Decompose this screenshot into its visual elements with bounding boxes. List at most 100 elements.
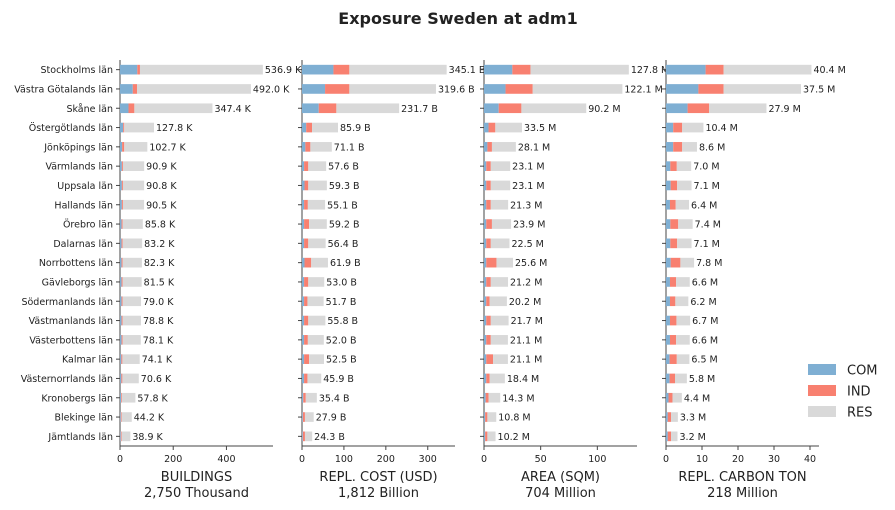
data-label: 6.2 M [690, 297, 716, 308]
bar-res [676, 354, 690, 364]
data-label: 7.1 M [694, 239, 720, 250]
bar-ind [670, 180, 678, 191]
data-label: 85.9 B [340, 123, 371, 134]
legend-label: RES [847, 406, 873, 421]
bar-com [120, 277, 122, 287]
bar-ind [121, 373, 123, 384]
bar-ind [305, 142, 311, 152]
legend-swatch-ind [808, 385, 836, 396]
bar-com [484, 315, 487, 326]
bar-com [302, 392, 304, 403]
bar-res [678, 219, 693, 229]
x-tick-label: 20 [732, 454, 744, 465]
category-label: Östergötlands län [29, 123, 113, 134]
bar-res [675, 296, 689, 307]
bar-ind [304, 296, 308, 307]
bar-ind [485, 412, 488, 422]
bar-com [484, 431, 486, 442]
bar-ind [121, 257, 123, 268]
bar-res [682, 122, 704, 133]
bar-ind [669, 354, 677, 364]
bar-com [666, 142, 674, 152]
bar-ind [333, 64, 350, 75]
data-label: 22.5 M [512, 239, 544, 250]
bar-com [484, 180, 487, 191]
data-label: 53.0 B [326, 277, 357, 288]
bar-res [723, 84, 801, 94]
bar-ind [304, 354, 310, 364]
bar-ind [304, 161, 309, 171]
bar-com [302, 122, 307, 133]
bar-res [677, 238, 692, 249]
bar-res [122, 257, 142, 268]
category-label: Kalmar län [62, 355, 113, 366]
bar-ind [486, 238, 491, 249]
bar-ind [486, 315, 491, 326]
bar-com [484, 296, 487, 307]
data-label: 7.0 M [693, 162, 719, 173]
bar-res [680, 257, 695, 268]
bar-res [122, 373, 139, 384]
bar-ind [505, 84, 533, 94]
x-tick-label: 0 [299, 454, 305, 465]
bar-ind [121, 354, 123, 364]
bar-res [709, 103, 767, 114]
data-label: 18.4 M [507, 374, 539, 385]
bar-res [676, 315, 691, 326]
bar-ind [302, 412, 305, 422]
bar-res [723, 64, 812, 75]
bar-com [120, 392, 122, 403]
data-label: 37.5 M [803, 84, 835, 95]
bar-ind [121, 277, 123, 287]
bar-com [484, 219, 487, 229]
bar-com [302, 373, 305, 384]
data-label: 90.8 K [146, 181, 177, 192]
bar-res [490, 277, 509, 287]
bar-ind [325, 84, 350, 94]
panel-3: 127.8 M 122.1 M 90.2 M 33.5 M 28.1 M 23.1 M 23… [480, 60, 669, 501]
bar-ind [485, 392, 489, 403]
bar-com [120, 103, 129, 114]
bar-com [302, 180, 305, 191]
bar-ind [667, 412, 672, 422]
bar-com [120, 257, 122, 268]
bar-res [122, 296, 142, 307]
bar-ind [512, 64, 531, 75]
bar-com [120, 296, 122, 307]
category-label: Skåne län [66, 104, 113, 115]
data-label: 90.5 K [146, 200, 177, 211]
data-label: 347.4 K [214, 104, 251, 115]
bar-ind [318, 103, 337, 114]
bar-com [484, 412, 486, 422]
bar-res [122, 354, 140, 364]
bar-com [484, 392, 486, 403]
x-tick-label: 0 [663, 454, 669, 465]
bar-ind [486, 277, 491, 287]
bar-com [302, 142, 306, 152]
x-axis-label: REPL. CARBON TON [678, 470, 806, 485]
bar-res [308, 180, 327, 191]
x-tick-label: 50 [535, 454, 547, 465]
bar-ind [121, 161, 123, 171]
category-label: Västerbottens län [29, 335, 113, 346]
data-label: 6.5 M [691, 355, 717, 366]
bar-res [305, 392, 317, 403]
data-label: 25.6 M [515, 258, 547, 269]
data-label: 102.7 K [149, 142, 186, 153]
bar-res [487, 412, 497, 422]
bar-res [676, 161, 692, 171]
x-axis-label: BUILDINGS [161, 470, 232, 485]
bar-com [666, 315, 670, 326]
bar-ind [302, 431, 305, 442]
data-label: 5.8 M [689, 374, 715, 385]
bar-ind [669, 315, 677, 326]
data-label: 6.4 M [691, 200, 717, 211]
legend: COM IND RES [808, 364, 878, 421]
bar-ind [121, 180, 123, 191]
data-label: 85.8 K [145, 220, 176, 231]
bar-com [302, 431, 303, 442]
data-label: 51.7 B [326, 297, 357, 308]
bar-com [484, 277, 487, 287]
bar-res [490, 199, 509, 210]
